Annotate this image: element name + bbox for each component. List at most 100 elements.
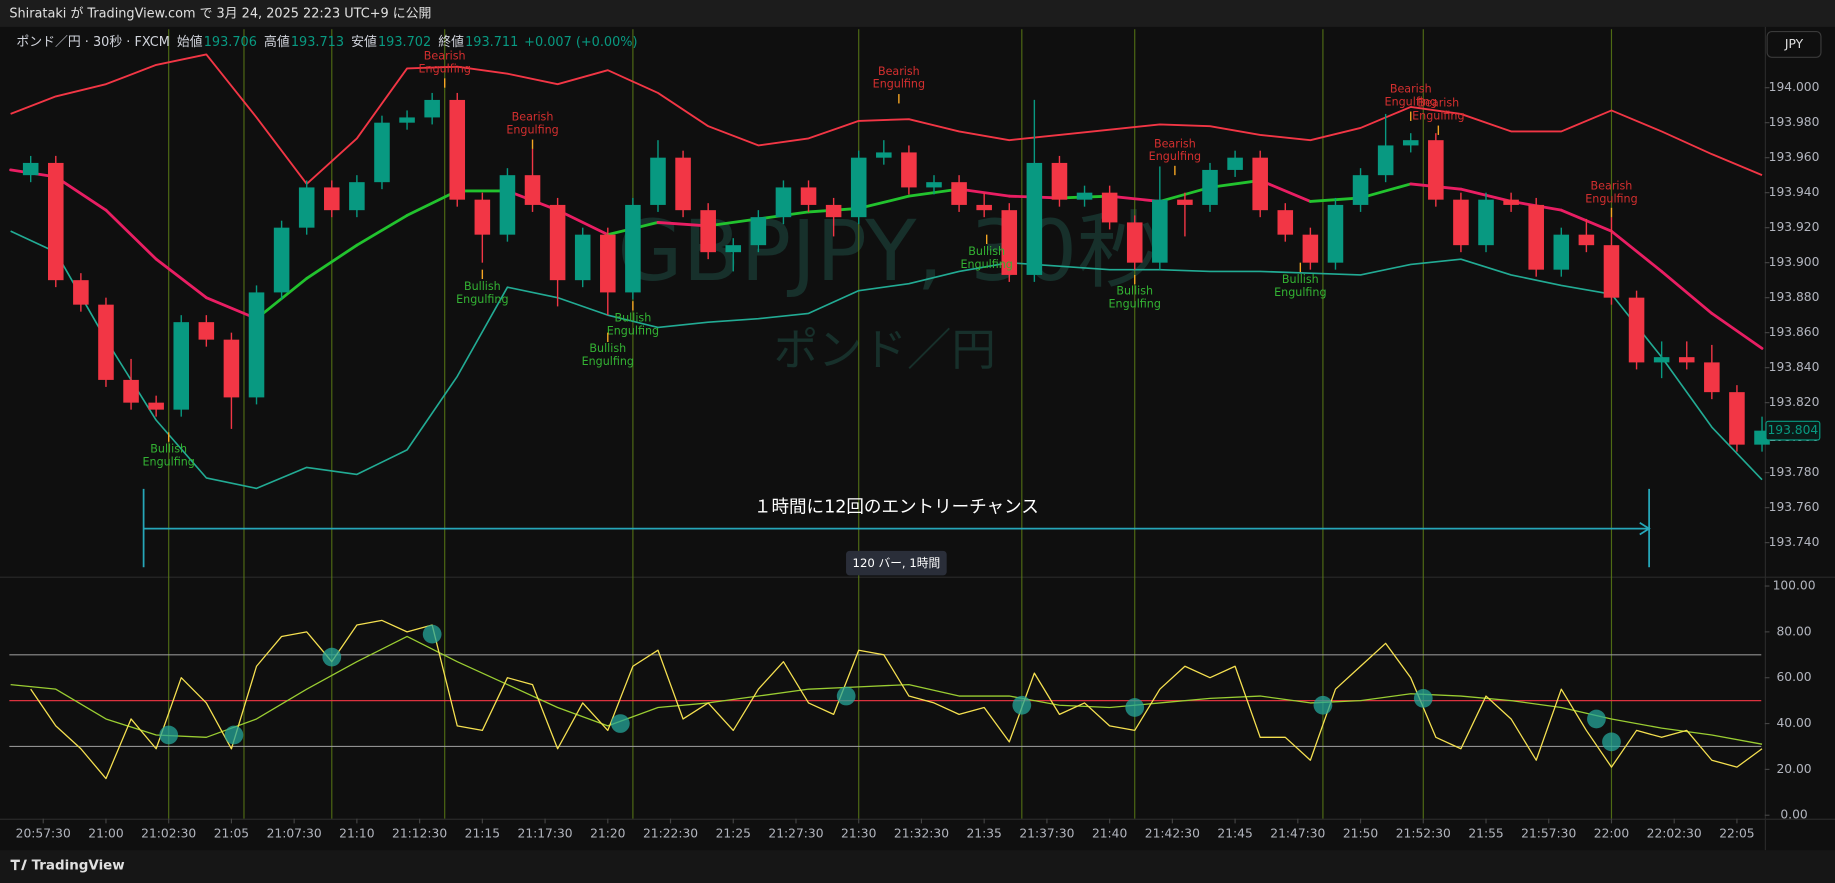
y-tick-label: 193.840 xyxy=(1769,360,1820,374)
pattern-label-box: Bullish Engulfing xyxy=(456,280,508,306)
x-tick-label: 21:37:30 xyxy=(1019,826,1074,840)
candle-body xyxy=(198,322,215,340)
pattern-label: Bullish Engulfing xyxy=(581,343,634,369)
candle-body xyxy=(298,187,315,228)
basis-segment xyxy=(54,175,108,212)
x-tick-label: 21:07:30 xyxy=(267,826,322,840)
x-tick-label: 21:35 xyxy=(966,826,1001,840)
y-tick-label: 194.000 xyxy=(1769,80,1820,94)
candle-body xyxy=(1126,222,1143,263)
pattern-label: Bearish Engulfing xyxy=(872,65,926,92)
signal-dot xyxy=(1012,695,1032,715)
candle-body xyxy=(148,402,164,410)
rsi-line xyxy=(10,635,1763,745)
y-tick-label: 60.00 xyxy=(1776,670,1811,684)
x-tick-label: 21:47:30 xyxy=(1270,826,1325,840)
y-tick-label: 193.740 xyxy=(1769,535,1820,549)
candle-body xyxy=(1478,199,1494,246)
y-tick-label: 40.00 xyxy=(1776,716,1811,730)
pattern-label: Bullish Engulfing xyxy=(606,311,660,338)
x-tick-label: 21:02:30 xyxy=(141,826,196,840)
basis-segment xyxy=(1108,194,1162,203)
x-tick-label: 21:27:30 xyxy=(768,826,823,840)
basis-segment xyxy=(656,221,710,228)
candle-body xyxy=(625,204,641,293)
footer-bar xyxy=(0,850,1835,883)
candle-body xyxy=(1628,297,1645,363)
candle-body xyxy=(1352,175,1369,205)
candle-body xyxy=(1704,362,1720,393)
candle-body xyxy=(1553,234,1570,270)
pattern-label-box: Bearish Engulfing xyxy=(1149,138,1201,164)
basis-segment xyxy=(154,257,208,300)
y-tick-label: 193.940 xyxy=(1769,185,1820,199)
candle-body xyxy=(1428,140,1444,200)
candle-body xyxy=(951,182,967,205)
x-tick-label: 22:02:30 xyxy=(1647,826,1702,840)
x-tick-label: 21:00 xyxy=(88,826,123,840)
x-tick-label: 21:12:30 xyxy=(392,826,447,840)
x-tick-label: 21:05 xyxy=(214,826,249,840)
candle-body xyxy=(248,292,265,398)
candle-body xyxy=(123,379,139,403)
brand-logo xyxy=(10,859,27,871)
pattern-label-box: Bearish Engulfing xyxy=(1585,179,1638,206)
basis-segment xyxy=(204,296,258,321)
x-tick-label: 21:10 xyxy=(339,826,374,840)
candle-body xyxy=(1377,145,1394,176)
watermark-name: ポンド／円 xyxy=(774,325,996,376)
x-tick-label: 20:57:30 xyxy=(16,826,71,840)
x-tick-label: 21:40 xyxy=(1092,826,1127,840)
pattern-label: Bearish Engulfing xyxy=(1585,179,1638,206)
x-tick-label: 21:50 xyxy=(1343,826,1378,840)
legend-item: 高値 xyxy=(264,34,290,50)
candle-body xyxy=(600,234,616,293)
y-tick-label: 193.760 xyxy=(1769,500,1820,514)
candle-body xyxy=(800,187,817,205)
x-tick-label: 21:55 xyxy=(1468,826,1503,840)
candle-body xyxy=(775,187,792,218)
y-tick-label: 193.960 xyxy=(1769,150,1820,164)
candle-body xyxy=(1202,169,1218,205)
candle-body xyxy=(349,182,365,211)
legend-item: 193.713 xyxy=(291,35,344,50)
signal-dot xyxy=(159,725,179,745)
candle-body xyxy=(750,217,767,246)
y-tick-label: 80.00 xyxy=(1776,624,1811,638)
candle-body xyxy=(1026,162,1043,275)
measure-title: １時間に12回のエントリーチャンス xyxy=(754,498,1039,518)
candle-body xyxy=(1578,234,1595,246)
basis-segment xyxy=(857,194,911,210)
legend-item: 193.711 xyxy=(465,35,518,50)
signal-dot xyxy=(1413,688,1433,708)
y-tick-label: 193.860 xyxy=(1769,325,1820,339)
pattern-label-box: Bearish Engulfing xyxy=(418,50,471,76)
candle-body xyxy=(1603,245,1620,298)
brand-name: TradingView xyxy=(32,858,125,873)
candle-body xyxy=(474,199,491,235)
basis-segment xyxy=(104,208,158,261)
signal-dot xyxy=(322,647,342,667)
x-tick-label: 21:45 xyxy=(1217,826,1252,840)
candle-body xyxy=(926,182,942,188)
x-tick-label: 21:42:30 xyxy=(1145,826,1200,840)
candle-body xyxy=(73,280,89,305)
candle-body xyxy=(1227,157,1243,170)
legend-item: 終値 xyxy=(438,34,464,50)
pattern-label: Bearish Engulfing xyxy=(418,50,471,76)
basis-segment xyxy=(1660,270,1714,315)
plot-layer: 193.740193.760193.780193.800193.820193.8… xyxy=(9,29,1821,840)
candle-body xyxy=(1678,357,1695,363)
candle-body xyxy=(1729,392,1745,445)
pattern-label-box: Bearish Engulfing xyxy=(1412,97,1464,123)
currency-button[interactable] xyxy=(1766,30,1822,58)
y-tick-label: 0.00 xyxy=(1780,808,1807,822)
last-price-box xyxy=(1765,420,1821,441)
currency-button-label[interactable]: JPY xyxy=(1784,37,1804,51)
y-tick-label: 193.780 xyxy=(1769,465,1820,479)
measure-label: 120 バー, 1時間 xyxy=(853,556,941,570)
legend: ポンド／円 · 30秒 · FXCM 始値193.706 高値193.713 安値19… xyxy=(16,34,637,50)
pattern-label-box: Bullish Engulfing xyxy=(1274,273,1326,299)
